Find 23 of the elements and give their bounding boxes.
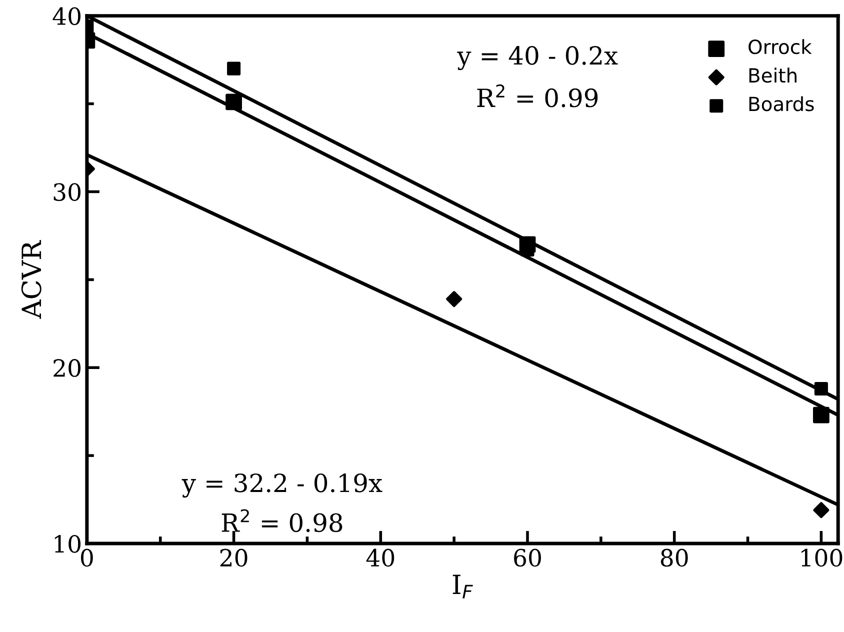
y-tick-label: 30 (54, 183, 81, 202)
legend-label: Boards (749, 96, 814, 112)
annotation: y = 32.2 - 0.19x (182, 473, 382, 498)
y-tick-label: 20 (54, 359, 81, 377)
point (446, 291, 462, 307)
annotation: y = 40 - 0.2x (457, 46, 618, 70)
point (814, 382, 828, 396)
x-tick-label: 60 (514, 548, 541, 567)
point (813, 406, 830, 424)
x-tick-label: 80 (660, 548, 688, 567)
legend-label: Beith (749, 68, 796, 83)
annotation: R$^{2}$ = 0.98 (222, 509, 342, 532)
legend-label: Orrock (748, 39, 812, 54)
y-axis-title: ACVR (21, 240, 42, 319)
annotation: R$^{2}$ = 0.99 (477, 84, 598, 108)
x-tick-label: 20 (220, 548, 248, 567)
y-tick-label: 40 (52, 7, 81, 26)
x-tick-label: 40 (366, 548, 394, 567)
x-axis-title: I$_{F}$ (452, 574, 473, 598)
y-tick-label: 10 (54, 534, 81, 553)
point (813, 502, 830, 518)
x-tick-label: 100 (802, 548, 842, 567)
x-tick-label: 0 (80, 548, 93, 567)
